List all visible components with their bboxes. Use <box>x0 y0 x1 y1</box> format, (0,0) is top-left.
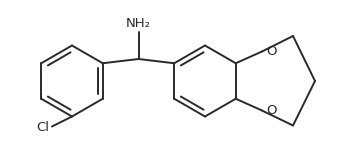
Text: Cl: Cl <box>36 121 49 134</box>
Text: O: O <box>266 104 277 117</box>
Text: NH₂: NH₂ <box>126 16 151 29</box>
Text: O: O <box>266 45 277 58</box>
